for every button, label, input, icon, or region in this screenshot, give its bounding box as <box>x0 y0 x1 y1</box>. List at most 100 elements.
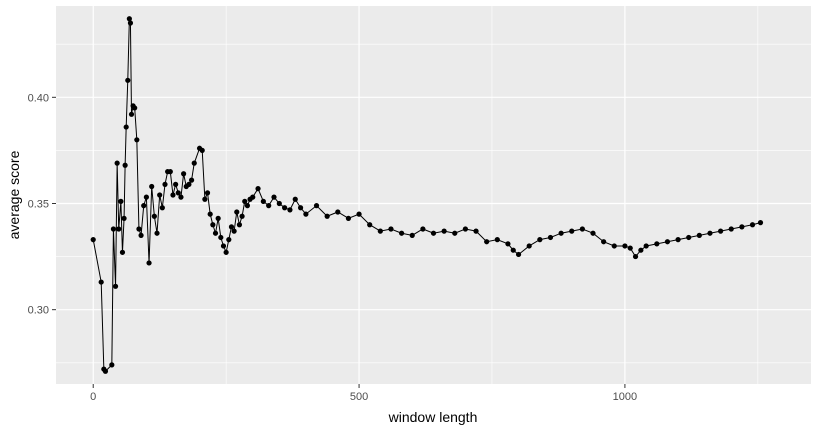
data-point <box>159 205 165 211</box>
data-point <box>223 249 229 255</box>
data-point <box>114 160 120 166</box>
data-point <box>244 203 251 209</box>
y-tick-label: 0.35 <box>28 198 49 210</box>
data-point <box>212 230 219 236</box>
x-tick-label: 500 <box>350 391 368 403</box>
data-point <box>138 232 144 238</box>
data-point <box>462 226 468 232</box>
data-point <box>675 237 681 243</box>
data-point <box>473 228 479 234</box>
data-point <box>123 124 129 130</box>
data-point <box>638 247 644 253</box>
y-tick-label: 0.30 <box>28 305 49 317</box>
data-point <box>136 226 142 232</box>
data-point <box>569 228 575 234</box>
data-point <box>149 183 155 190</box>
data-point <box>173 181 179 187</box>
data-point <box>611 243 617 249</box>
data-point <box>749 222 756 228</box>
data-point <box>220 243 227 249</box>
data-point <box>146 260 152 266</box>
data-point <box>452 230 458 236</box>
data-point <box>231 228 237 234</box>
data-point <box>109 362 115 368</box>
plot-panel <box>56 6 811 384</box>
data-point <box>430 230 437 236</box>
data-point <box>126 16 132 22</box>
data-point <box>494 237 500 243</box>
data-point <box>664 239 671 245</box>
data-point <box>141 203 147 209</box>
data-point <box>122 162 128 168</box>
data-point <box>228 224 235 230</box>
data-point <box>399 230 405 236</box>
data-point <box>260 198 266 204</box>
data-point <box>276 200 282 207</box>
data-point <box>143 194 149 200</box>
data-point <box>242 198 248 204</box>
data-point <box>121 215 127 221</box>
data-point <box>167 169 173 175</box>
data-point <box>409 232 415 238</box>
data-point <box>601 239 607 245</box>
data-point <box>590 230 596 236</box>
data-point <box>420 226 426 232</box>
data-point <box>335 209 341 215</box>
data-point <box>207 211 213 217</box>
data-point <box>226 237 232 243</box>
data-point <box>119 249 126 255</box>
data-point <box>102 368 109 374</box>
data-point <box>484 239 490 245</box>
data-point <box>739 224 745 230</box>
data-point <box>526 243 532 249</box>
data-point <box>215 215 221 221</box>
data-point <box>154 230 160 236</box>
data-point <box>718 228 724 234</box>
data-point <box>199 147 205 153</box>
data-point <box>643 243 649 249</box>
data-point <box>510 247 516 253</box>
data-point <box>579 226 585 232</box>
data-point <box>441 228 447 234</box>
data-point <box>188 177 195 183</box>
data-point <box>377 228 383 234</box>
data-point <box>537 237 543 243</box>
data-point <box>558 230 564 236</box>
data-point <box>186 181 192 187</box>
x-axis-title: window length <box>388 409 478 425</box>
data-point <box>116 226 122 232</box>
data-point <box>627 245 633 251</box>
data-point <box>297 205 304 211</box>
data-point <box>90 237 96 243</box>
data-point <box>505 241 511 247</box>
data-point <box>234 209 240 215</box>
data-point <box>367 222 373 228</box>
data-point <box>181 171 187 177</box>
data-point <box>622 243 628 249</box>
data-point <box>204 190 211 196</box>
data-point <box>236 222 243 228</box>
data-point <box>170 192 176 198</box>
data-point <box>686 234 692 241</box>
data-point <box>210 222 216 228</box>
data-point <box>632 253 639 260</box>
data-point <box>292 196 298 202</box>
data-point <box>134 137 140 143</box>
data-point <box>250 194 256 200</box>
data-point <box>271 194 277 200</box>
data-point <box>515 251 522 258</box>
data-point <box>132 105 138 111</box>
data-point <box>266 203 272 209</box>
data-point <box>388 226 394 232</box>
data-point <box>175 190 181 196</box>
data-point <box>125 77 131 83</box>
data-point <box>218 234 224 241</box>
data-point <box>239 213 245 219</box>
data-point <box>547 234 554 241</box>
data-point <box>110 226 117 232</box>
series-layer <box>90 16 764 374</box>
data-point <box>191 160 197 166</box>
data-point <box>728 226 734 232</box>
data-point <box>255 186 261 192</box>
